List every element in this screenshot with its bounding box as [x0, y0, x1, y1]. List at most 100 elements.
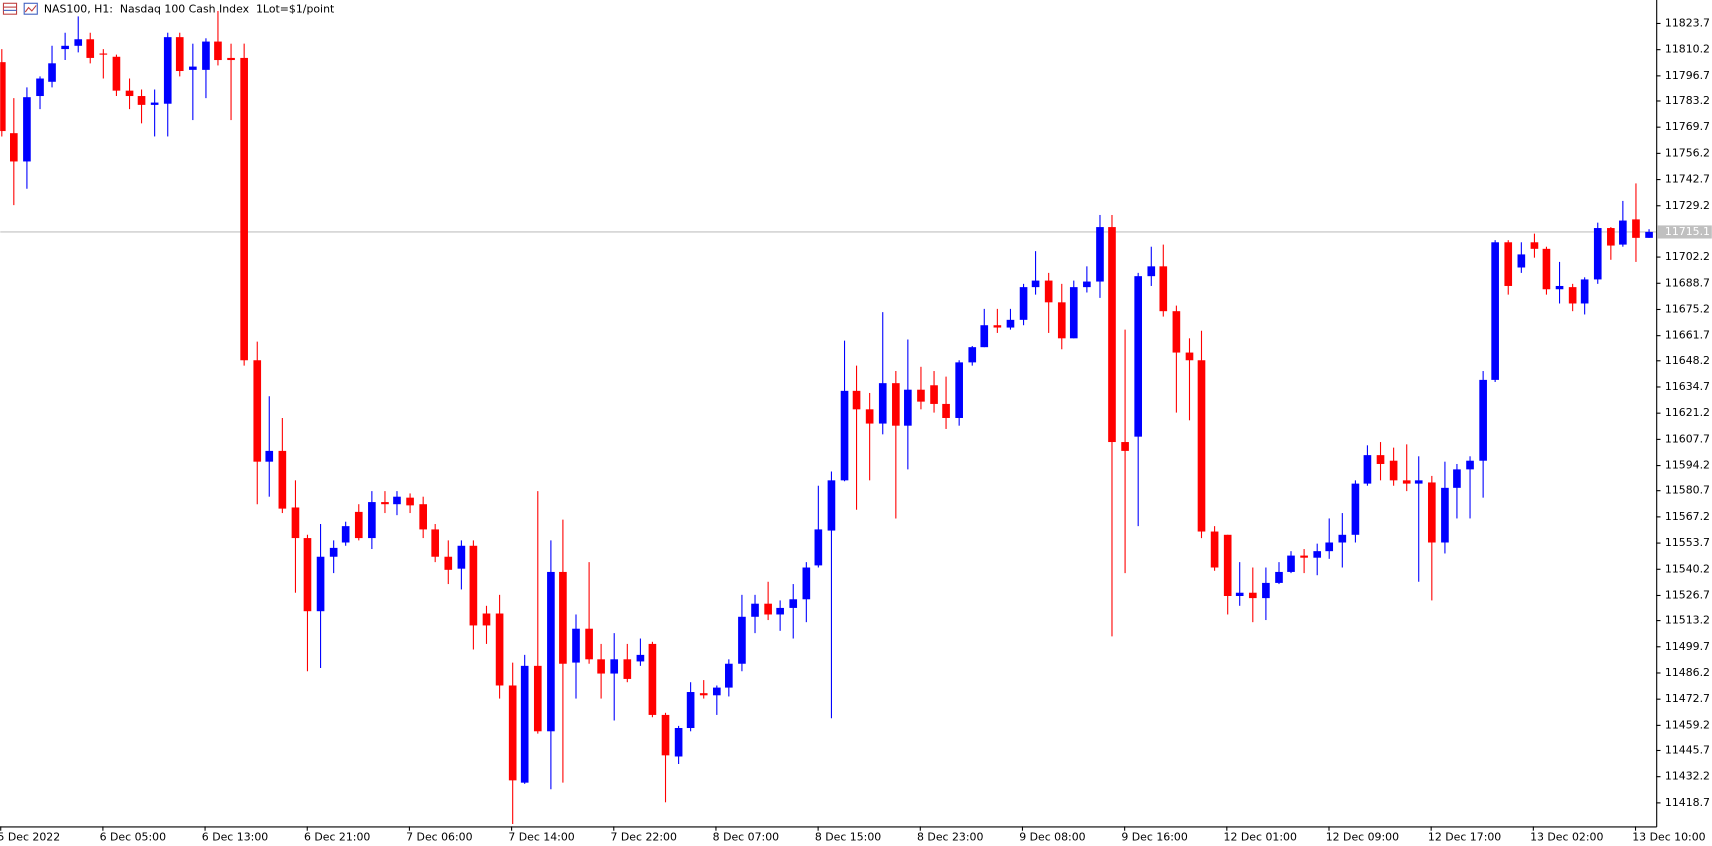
y-tick-label: 11459.2 [1665, 718, 1710, 731]
candle-body [840, 390, 849, 481]
candle-body [1172, 311, 1181, 353]
candle-body [1287, 555, 1295, 572]
y-tick-label: 11796.7 [1665, 69, 1710, 82]
candle-body [1607, 228, 1615, 246]
axes: 11823.7 11810.2 11796.7 11783.2 11769.7 11756… [0, 16, 1712, 843]
candle-body [1645, 231, 1653, 238]
candle-body [1325, 542, 1334, 552]
candle-body [1593, 228, 1602, 280]
y-tick-label: 11432.2 [1665, 770, 1710, 783]
candle-body [99, 53, 108, 55]
chart-icon-line [24, 5, 37, 13]
y-tick-label: 11418.7 [1665, 796, 1710, 809]
candle-body [291, 507, 300, 539]
candle-body [381, 502, 389, 505]
candle-body [1517, 254, 1526, 268]
y-tick-label: 11553.7 [1665, 536, 1710, 549]
y-tick-label: 11472.7 [1665, 692, 1710, 705]
candle-body [610, 659, 619, 674]
candle-body [904, 389, 912, 426]
y-tick-label: 11445.7 [1665, 743, 1710, 756]
y-tick-label: 11580.7 [1665, 484, 1710, 497]
candle-body [1262, 582, 1270, 599]
x-tick-label: 12 Dec 17:00 [1428, 830, 1501, 843]
candle-body [1031, 280, 1040, 288]
candle-body [597, 659, 605, 674]
header-icons [2, 2, 38, 15]
candle-body [852, 390, 861, 410]
candle-body [968, 347, 977, 363]
candle-body [520, 665, 529, 783]
candle-body [533, 665, 542, 732]
candle-body [1248, 592, 1257, 599]
y-tick-label: 11567.2 [1665, 510, 1710, 523]
y-tick-label: 11769.7 [1665, 120, 1710, 133]
candle-body [559, 571, 567, 664]
x-tick-label: 7 Dec 06:00 [406, 830, 472, 843]
x-tick-label: 6 Dec 05:00 [100, 830, 166, 843]
candle-body [930, 385, 938, 404]
candle-body [1414, 480, 1423, 484]
x-tick-label: 8 Dec 15:00 [815, 830, 881, 843]
candle-body [547, 571, 555, 732]
candle-body [1223, 534, 1232, 596]
last-price-box [1657, 225, 1712, 239]
candle-body [1351, 483, 1360, 535]
candle-body [1313, 551, 1322, 558]
candle-body [469, 545, 478, 626]
candle-body [214, 41, 222, 61]
candle-body [1338, 534, 1347, 543]
candle-body [74, 39, 83, 46]
y-tick-label: 11783.2 [1665, 94, 1710, 107]
candle-body [776, 607, 784, 615]
y-tick-label: 11486.2 [1665, 666, 1710, 679]
candle-body [1210, 531, 1219, 568]
candle-body [240, 57, 248, 361]
x-tick-label: 7 Dec 22:00 [610, 830, 676, 843]
candle-body [1453, 469, 1461, 488]
candle-body [419, 504, 427, 530]
candle-body [892, 383, 900, 426]
y-tick-label: 11675.2 [1665, 302, 1710, 315]
candle-body [585, 628, 593, 660]
candle-body [303, 538, 312, 612]
chart-title: NAS100, H1: Nasdaq 100 Cash Index 1Lot=$… [44, 2, 335, 15]
candle-body [86, 39, 95, 58]
candle-body [1057, 302, 1066, 339]
y-tick-label: 11499.7 [1665, 640, 1710, 653]
x-tick-label: 7 Dec 14:00 [508, 830, 574, 843]
candle-body [686, 692, 695, 729]
candle-body [341, 526, 350, 543]
candle-body [1530, 242, 1539, 249]
candle-body [150, 102, 159, 105]
y-tick-label: 11607.7 [1665, 432, 1710, 445]
plot-area [0, 10, 1657, 825]
x-tick-label: 8 Dec 23:00 [917, 830, 983, 843]
candle-body [1580, 279, 1589, 304]
candle-body [1069, 287, 1078, 339]
candle-body [61, 45, 69, 50]
candle-body [1235, 592, 1244, 596]
candle-body [1542, 248, 1551, 290]
candle-body [1197, 360, 1206, 532]
candle-body [1096, 227, 1104, 282]
y-tick-label: 11648.2 [1665, 354, 1710, 367]
candle-body [227, 57, 235, 61]
candle-body [175, 37, 184, 72]
candle-body [1006, 319, 1015, 328]
y-tick-label: 11702.2 [1665, 250, 1710, 263]
candle-body [1491, 242, 1499, 380]
x-tick-label: 6 Dec 21:00 [304, 830, 370, 843]
candle-body [189, 66, 197, 70]
candle-body [878, 383, 887, 424]
candle-body [137, 96, 146, 105]
candle-body [764, 603, 772, 615]
y-tick-label: 11756.2 [1665, 146, 1710, 159]
candle-body [163, 37, 172, 104]
candle-body [648, 643, 657, 715]
candle-body [1044, 280, 1053, 303]
candle-body [865, 409, 874, 424]
candle-body [1134, 276, 1143, 437]
